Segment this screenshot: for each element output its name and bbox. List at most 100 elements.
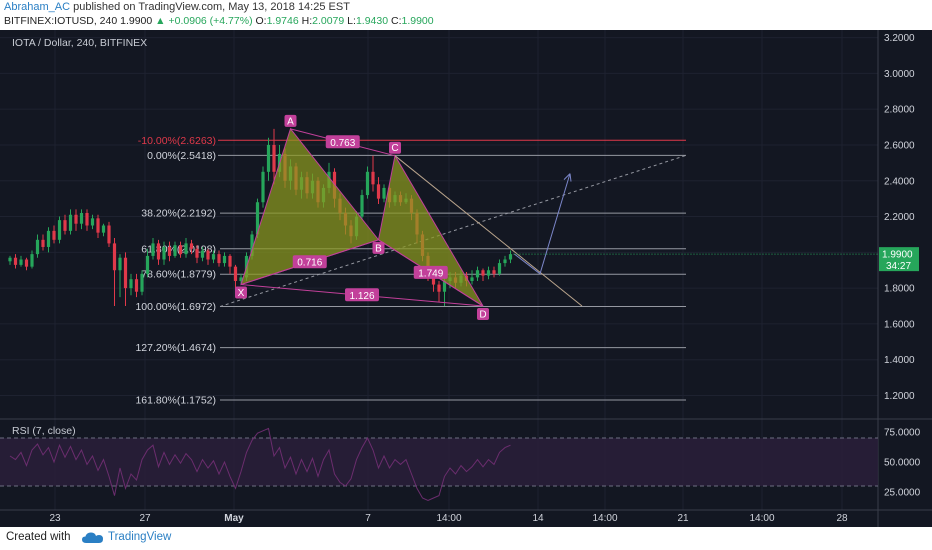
- up-arrow-icon: ▲: [155, 15, 166, 27]
- time-axis-label: 7: [365, 513, 371, 524]
- candle-body: [492, 270, 496, 274]
- fib-level-label: -10.00%(2.6263): [138, 135, 216, 147]
- rsi-title: RSI (7, close): [12, 425, 76, 437]
- pivot-badge: [389, 141, 401, 154]
- candle-body: [24, 259, 29, 267]
- candle-body: [41, 239, 45, 247]
- fib-level-label: 100.00%(1.6972): [135, 301, 216, 313]
- time-axis-label: 14: [532, 513, 544, 524]
- pivot-label: C: [391, 143, 398, 154]
- candle-body: [239, 277, 243, 281]
- candle-body: [112, 243, 117, 271]
- candle-body: [376, 184, 381, 199]
- chart-title: IOTA / Dollar, 240, BITFINEX: [12, 37, 147, 49]
- candle-body: [255, 202, 260, 235]
- rsi-axis-label: 75.0000: [884, 428, 921, 439]
- candle-body: [266, 144, 271, 172]
- pattern-ratio-badge: [325, 135, 360, 149]
- candle-body: [365, 171, 370, 196]
- fib-level-label: 78.60%(1.8779): [141, 269, 216, 281]
- projection-line: [394, 155, 583, 307]
- candle-body: [46, 230, 51, 247]
- footer: Created with TradingView: [0, 527, 932, 550]
- candle-body: [497, 263, 502, 274]
- candle-body: [481, 270, 485, 276]
- price-axis-label: 1.2000: [884, 391, 915, 402]
- candle-body: [129, 279, 133, 289]
- price-axis-label: 2.4000: [884, 176, 915, 187]
- candle-body: [206, 250, 210, 260]
- pivot-badge: [372, 241, 385, 254]
- publish-line: Abraham_AC published on TradingView.com,…: [4, 1, 350, 13]
- low-value: 1.9430: [355, 15, 389, 27]
- fib-trend-line: [219, 154, 687, 308]
- candle-body: [233, 266, 238, 281]
- pivot-badge: [477, 308, 489, 321]
- candle-body: [19, 259, 23, 265]
- candle-body: [173, 245, 177, 256]
- candle-body: [162, 246, 166, 260]
- candle-body: [261, 171, 265, 203]
- rsi-band: [0, 438, 878, 486]
- candle-body: [250, 234, 254, 256]
- candle-body: [189, 243, 194, 249]
- change-value: +0.0906 (+4.77%): [168, 15, 253, 27]
- candle-body: [79, 212, 84, 224]
- candle-body: [63, 220, 67, 231]
- pattern-ratio-badge: [292, 255, 327, 269]
- candle-body: [442, 280, 447, 292]
- candle-body: [13, 257, 18, 265]
- published-text: published on TradingView.com, May 13, 20…: [73, 1, 350, 13]
- price-axis-label: 1.8000: [884, 284, 915, 295]
- pattern-ratio-badge: [345, 288, 379, 302]
- candle-body: [167, 246, 172, 256]
- current-price-label: 1.9900: [882, 250, 913, 261]
- price-axis-label: 1.4000: [884, 355, 915, 366]
- high-value: 2.0079: [312, 15, 345, 27]
- time-axis-label: 27: [139, 513, 151, 524]
- candle-body: [200, 250, 205, 258]
- pivot-label: X: [238, 288, 245, 299]
- time-axis-label: 14:00: [436, 513, 461, 524]
- chart-svg[interactable]: IOTA / Dollar, 240, BITFINEX -10.00%(2.62…: [0, 30, 932, 527]
- candle-body: [222, 255, 227, 264]
- pattern-ratio-label: 0.716: [297, 258, 322, 269]
- last-price: 1.9900: [120, 15, 153, 27]
- fib-level-label: 161.80%(1.1752): [135, 394, 216, 406]
- candle-body: [156, 243, 161, 260]
- pivot-label: A: [287, 116, 294, 127]
- open-value: 1.9746: [266, 15, 299, 27]
- candle-body: [35, 239, 40, 255]
- candle-body: [184, 243, 188, 255]
- candle-body: [486, 270, 491, 276]
- candle-body: [503, 259, 507, 264]
- candle-body: [74, 214, 78, 224]
- author-link[interactable]: Abraham_AC: [4, 1, 71, 13]
- chart-canvas[interactable]: IOTA / Dollar, 240, BITFINEX -10.00%(2.62…: [0, 30, 932, 527]
- price-axis-label: 2.8000: [884, 105, 915, 116]
- pivot-label: D: [479, 310, 486, 321]
- rsi-axis-label: 25.0000: [884, 488, 921, 499]
- candle-body: [178, 245, 183, 255]
- candle-body: [151, 243, 155, 256]
- candle-body: [85, 212, 89, 226]
- pattern-ratio-label: 0.763: [330, 138, 355, 149]
- price-axis-label: 3.0000: [884, 69, 915, 80]
- symbol-label: BITFINEX:IOTUSD, 240: [4, 15, 118, 27]
- candle-body: [8, 257, 12, 262]
- candle-body: [140, 273, 144, 292]
- forecast-arrow-line: [539, 173, 571, 274]
- tradingview-link[interactable]: TradingView: [108, 531, 172, 543]
- close-value: 1.9900: [401, 15, 434, 27]
- high-label: H:: [301, 15, 313, 27]
- forecast-line: [514, 253, 541, 275]
- close-label: C:: [390, 15, 402, 27]
- candle-body: [228, 255, 232, 267]
- pattern-ratio-badge: [413, 265, 448, 279]
- pattern-ratio-label: 1.126: [349, 291, 374, 302]
- candle-body: [211, 254, 216, 260]
- pattern-ratio-label: 1.749: [418, 268, 443, 279]
- fib-level-label: 0.00%(2.5418): [147, 150, 216, 162]
- pivot-badge: [235, 286, 247, 299]
- candle-body: [90, 218, 95, 226]
